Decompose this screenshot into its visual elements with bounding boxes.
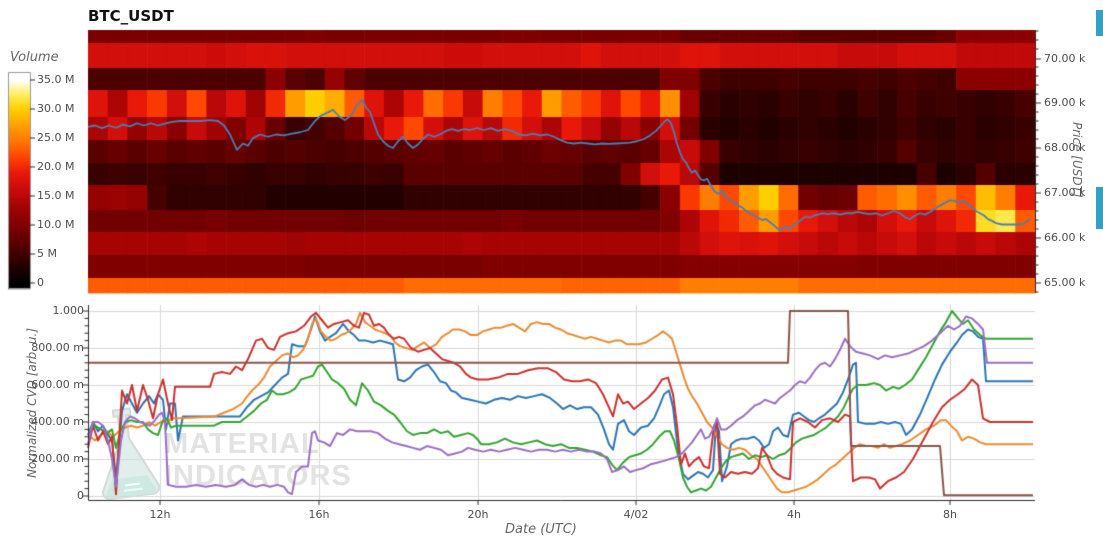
cvd-line-plot[interactable] [0,300,1103,515]
cvd-tick-label: 400.00 m [31,415,84,428]
price-tick-label: 70.00 k [1044,52,1086,65]
colorbar-tick-label: 5 M [37,247,57,260]
date-tick-label: 12h [149,508,171,521]
colorbar-tick-label: 10.0 M [37,218,75,231]
cvd-tick-label: 1.000 [52,304,85,317]
colorbar-tick-label: 20.0 M [37,160,75,173]
price-tick-label: 68.00 k [1044,141,1086,154]
liquidity-heatmap-plot[interactable] [0,25,1103,300]
price-tick-label: 69.00 k [1044,96,1086,109]
colorbar-tick-label: 0 [37,276,44,289]
date-tick-label: 16h [308,508,330,521]
price-tick-label: 66.00 k [1044,231,1086,244]
price-tick-label: 67.00 k [1044,186,1086,199]
chart-title: BTC_USDT [88,7,174,25]
colorbar-title: Volume [10,50,59,65]
colorbar-tick-label: 35.0 M [37,73,75,86]
date-tick-label: 4h [787,508,801,521]
colorbar-tick-label: 15.0 M [37,189,75,202]
cvd-tick-label: 800.00 m [31,341,84,354]
date-axis-title: Date (UTC) [505,522,577,537]
cvd-tick-label: 600.00 m [31,378,84,391]
cvd-tick-label: 200.00 m [31,452,84,465]
scrollbar-segment-mid[interactable] [1096,187,1103,229]
date-tick-label: 20h [467,508,489,521]
cvd-tick-label: 0 [77,489,84,502]
date-tick-label: 8h [943,508,957,521]
scrollbar-segment-top[interactable] [1096,10,1103,36]
colorbar-tick-label: 25.0 M [37,131,75,144]
date-tick-label: 4/02 [623,508,649,521]
colorbar-tick-label: 30.0 M [37,102,75,115]
price-tick-label: 65.00 k [1044,276,1086,289]
